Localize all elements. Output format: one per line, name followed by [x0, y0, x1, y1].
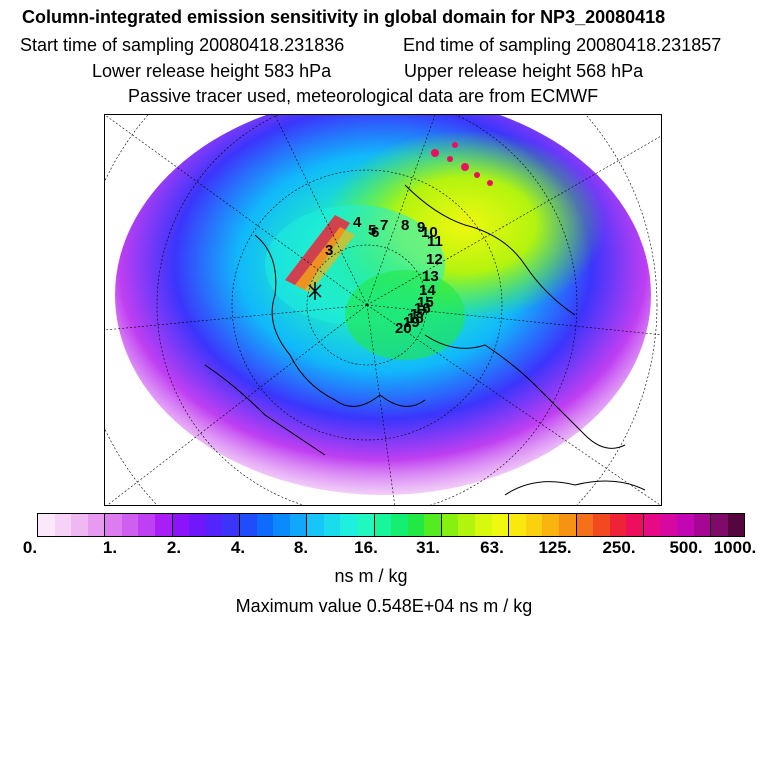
colorbar-cell	[676, 514, 694, 536]
trajectory-label: 20	[395, 320, 412, 337]
colorbar-cell	[626, 514, 644, 536]
colorbar-cell	[87, 514, 106, 536]
trajectory-label: 12	[426, 251, 443, 268]
colorbar-cell	[289, 514, 308, 536]
orange-streak	[295, 227, 355, 293]
colorbar-cell	[643, 514, 661, 536]
colorbar-cell	[222, 514, 240, 536]
end-time: End time of sampling 20080418.231857	[403, 35, 722, 55]
colorbar-cell	[121, 514, 139, 536]
colorbar-tick: 31.	[416, 538, 440, 557]
colorbar-cell	[424, 514, 442, 536]
colorbar-cell	[407, 514, 425, 536]
colorbar-cell	[189, 514, 206, 536]
colorbar-cell	[323, 514, 341, 536]
trajectory-label: 3	[325, 242, 333, 259]
trajectory-labels: 3 4 5 6 7 8 9 10 11 12 13 14 15 16 17 18…	[325, 214, 443, 337]
colorbar-cell	[54, 514, 72, 536]
start-time: Start time of sampling 20080418.231836	[20, 35, 345, 55]
colorbar-tick: 63.	[480, 538, 504, 557]
trajectory-label: 7	[380, 217, 388, 234]
colorbar-cell	[374, 514, 392, 536]
trajectory-label: 6	[371, 224, 379, 241]
upper-release-height: Upper release height 568 hPa	[404, 61, 644, 81]
colorbar-tick: 1000.	[713, 538, 757, 557]
maximum-value: Maximum value 0.548E+04 ns m / kg	[235, 596, 533, 616]
map-canvas: 3 4 5 6 7 8 9 10 11 12 13 14 15 16 17 18…	[105, 115, 661, 505]
trajectory-label: 10	[421, 224, 438, 241]
colorbar-cell	[155, 514, 173, 536]
colorbar-cell	[525, 514, 543, 536]
colorbar-cell	[576, 514, 594, 536]
release-heights: Lower release height 583 hPa Upper relea…	[92, 60, 768, 82]
colorbar-cell	[172, 514, 190, 536]
colorbar-units: ns m / kg	[334, 566, 408, 586]
colorbar-cell	[609, 514, 627, 536]
trajectory-label: 19	[403, 314, 420, 331]
colorbar-cell	[273, 514, 290, 536]
colorbar-cell	[727, 514, 745, 536]
high-sensitivity-streak	[285, 215, 350, 290]
trajectory-label: 11	[427, 233, 443, 250]
colorbar-cell	[509, 514, 526, 536]
colorbar-cell	[256, 514, 274, 536]
trajectory-label: 15	[417, 294, 434, 311]
trajectory-label: 17	[410, 306, 427, 323]
colorbar-cell	[391, 514, 408, 536]
colorbar-cell	[458, 514, 476, 536]
sampling-times: Start time of sampling 20080418.231836 E…	[20, 34, 768, 56]
colorbar-cell	[711, 514, 728, 536]
coastlines	[204, 184, 646, 496]
colorbar-tick: 2.	[166, 538, 182, 557]
colorbar-cell	[660, 514, 677, 536]
colorbar-tick: 16.	[354, 538, 378, 557]
sensitivity-green-patch	[345, 270, 465, 360]
trajectory-label: 9	[417, 219, 425, 236]
release-point-marker	[308, 282, 322, 300]
colorbar-cell	[593, 514, 610, 536]
tracer-info: Passive tracer used, meteorological data…	[128, 86, 599, 106]
colorbar	[37, 513, 745, 537]
trajectory-label: 13	[422, 268, 439, 285]
colorbar-cell	[205, 514, 223, 536]
colorbar-cell	[105, 514, 122, 536]
trajectory-label: 5	[368, 222, 376, 239]
sensitivity-map: 3 4 5 6 7 8 9 10 11 12 13 14 15 16 17 18…	[104, 114, 662, 506]
graticule	[105, 115, 661, 505]
plot-title: Column-integrated emission sensitivity i…	[22, 7, 666, 27]
trajectory-label: 14	[419, 282, 436, 299]
trajectory-label: 18	[407, 310, 424, 327]
colorbar-tick: 4.	[230, 538, 246, 557]
colorbar-cell	[491, 514, 510, 536]
red-specks	[431, 142, 493, 186]
trajectory-label: 8	[401, 217, 409, 234]
colorbar-cell	[693, 514, 712, 536]
colorbar-cell	[542, 514, 559, 536]
colorbar-cell	[138, 514, 156, 536]
colorbar-tick: 125.	[538, 538, 572, 557]
trajectory-label: 4	[353, 214, 362, 231]
colorbar-tick: 250.	[602, 538, 636, 557]
colorbar-cell	[441, 514, 459, 536]
colorbar-cell	[71, 514, 88, 536]
colorbar-cell	[340, 514, 357, 536]
colorbar-tick-labels: 0. 1. 2. 4. 8. 16. 31. 63. 125. 250. 500…	[0, 538, 768, 558]
trajectory-label: 16	[414, 300, 431, 317]
colorbar-tick: 8.	[293, 538, 309, 557]
colorbar-cell	[307, 514, 324, 536]
lower-release-height: Lower release height 583 hPa	[92, 61, 332, 81]
colorbar-cell	[558, 514, 577, 536]
colorbar-cell	[475, 514, 492, 536]
colorbar-tick: 500.	[669, 538, 703, 557]
colorbar-cell	[356, 514, 375, 536]
colorbar-tick: 1.	[102, 538, 118, 557]
colorbar-cell	[239, 514, 257, 536]
colorbar-tick: 0.	[22, 538, 38, 557]
colorbar-cell	[38, 514, 55, 536]
